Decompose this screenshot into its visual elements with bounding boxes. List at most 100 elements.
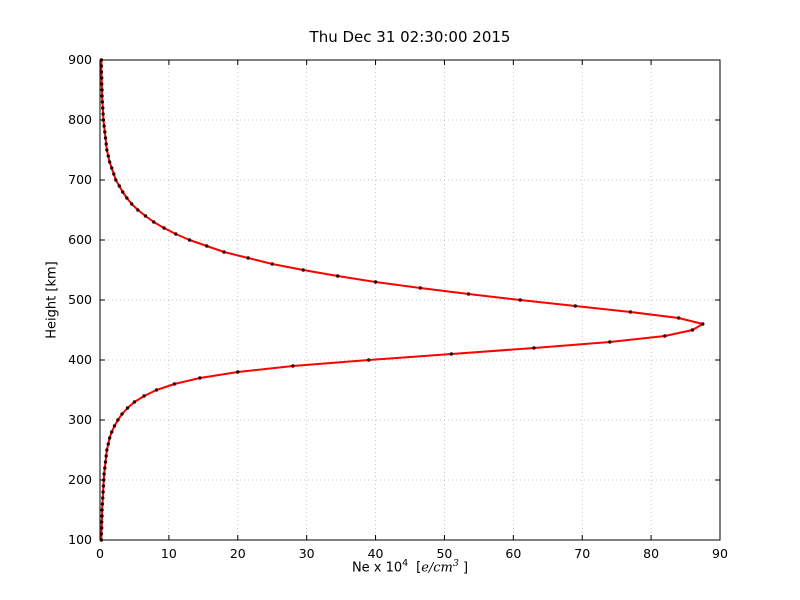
data-point-marker [373, 280, 378, 284]
data-point-marker [105, 148, 109, 152]
data-point-marker [101, 490, 105, 494]
x-tick-label: 60 [505, 546, 521, 561]
data-point-marker [103, 136, 108, 140]
x-axis-label-exponent: 4 [402, 558, 409, 569]
data-point-marker [701, 322, 705, 326]
x-tick-label: 80 [643, 546, 659, 561]
data-point-marker [100, 514, 104, 518]
data-point-marker [418, 286, 423, 290]
x-axis-label-close-bracket: ] [458, 560, 469, 576]
x-tick-label: 90 [712, 546, 728, 561]
data-point-marker [104, 454, 108, 458]
chart-title: Thu Dec 31 02:30:00 2015 [309, 28, 511, 46]
data-point-marker [152, 220, 156, 224]
data-point-marker [112, 172, 116, 176]
data-point-marker [100, 100, 105, 104]
data-point-marker [101, 484, 106, 488]
y-tick-label: 500 [68, 292, 92, 307]
data-point-marker [100, 94, 104, 98]
y-tick-label: 100 [68, 532, 92, 547]
data-point-marker [100, 82, 104, 86]
data-point-marker [663, 334, 667, 338]
x-axis-label-units-exponent: 3 [452, 558, 459, 569]
y-axis-label: Height [km] [44, 261, 60, 339]
y-tick-label: 800 [68, 112, 92, 127]
data-point-marker [104, 142, 108, 146]
data-point-marker [101, 112, 105, 116]
data-point-marker [136, 208, 140, 212]
x-tick-label: 40 [368, 546, 384, 561]
data-point-marker [174, 232, 178, 236]
x-tick-label: 70 [574, 546, 590, 561]
y-tick-label: 600 [68, 232, 92, 247]
x-axis-label-units: e/cm [421, 560, 453, 576]
data-point-marker [100, 502, 105, 506]
data-point-marker [103, 460, 108, 464]
data-point-marker [110, 430, 114, 434]
data-point-marker [100, 526, 104, 530]
data-point-marker [114, 178, 118, 182]
y-tick-label: 700 [68, 172, 92, 187]
x-axis-label-prefix: Ne x 10 [351, 560, 403, 576]
y-tick-label: 300 [68, 412, 92, 427]
data-point-marker [366, 358, 371, 362]
data-point-marker [103, 130, 107, 134]
data-point-marker [120, 412, 124, 416]
data-point-marker [172, 382, 177, 386]
x-tick-label: 10 [161, 546, 177, 561]
data-point-marker [107, 436, 112, 440]
data-point-marker [532, 346, 536, 350]
data-point-marker [142, 394, 146, 398]
data-point-marker [105, 448, 109, 452]
data-point-marker [236, 370, 240, 374]
data-point-marker [121, 190, 125, 194]
data-point-marker [187, 238, 192, 242]
data-point-marker [112, 424, 117, 428]
data-point-marker [205, 244, 209, 248]
data-point-marker [107, 160, 112, 164]
data-point-marker [103, 466, 107, 470]
data-point-marker [100, 88, 104, 92]
data-point-marker [291, 364, 295, 368]
data-point-marker [608, 340, 612, 344]
data-point-marker [573, 304, 578, 308]
data-point-marker [676, 316, 681, 320]
data-point-marker [222, 250, 226, 254]
data-point-marker [162, 226, 166, 230]
data-point-marker [246, 256, 250, 260]
y-tick-label: 900 [68, 52, 92, 67]
data-point-marker [335, 274, 340, 278]
data-point-marker [99, 70, 104, 74]
x-axis-label-bracket: [ [416, 560, 422, 576]
data-point-marker [102, 472, 106, 476]
data-point-marker [99, 532, 104, 536]
data-point-marker [100, 508, 104, 512]
data-point-marker [132, 400, 137, 404]
data-point-marker [106, 442, 110, 446]
data-point-marker [100, 76, 104, 80]
data-point-marker [690, 328, 695, 332]
data-point-marker [101, 496, 105, 500]
y-tick-label: 200 [68, 472, 92, 487]
data-point-marker [270, 262, 274, 266]
data-point-marker [129, 202, 134, 206]
data-point-marker [101, 106, 105, 110]
data-point-marker [628, 310, 633, 314]
data-point-marker [154, 388, 159, 392]
x-tick-label: 0 [96, 546, 104, 561]
data-point-marker [125, 196, 129, 200]
x-axis-label: Ne x 104 [e/cm3 ] [100, 558, 720, 575]
data-point-marker [106, 154, 110, 158]
data-point-marker [198, 376, 202, 380]
data-point-marker [102, 124, 106, 128]
y-tick-label: 400 [68, 352, 92, 367]
x-tick-label: 50 [436, 546, 452, 561]
data-point-marker [466, 292, 471, 296]
data-point-marker [117, 184, 121, 188]
data-point-marker [125, 406, 130, 410]
data-point-marker [518, 298, 522, 302]
x-tick-label: 30 [299, 546, 315, 561]
data-point-marker [143, 214, 148, 218]
